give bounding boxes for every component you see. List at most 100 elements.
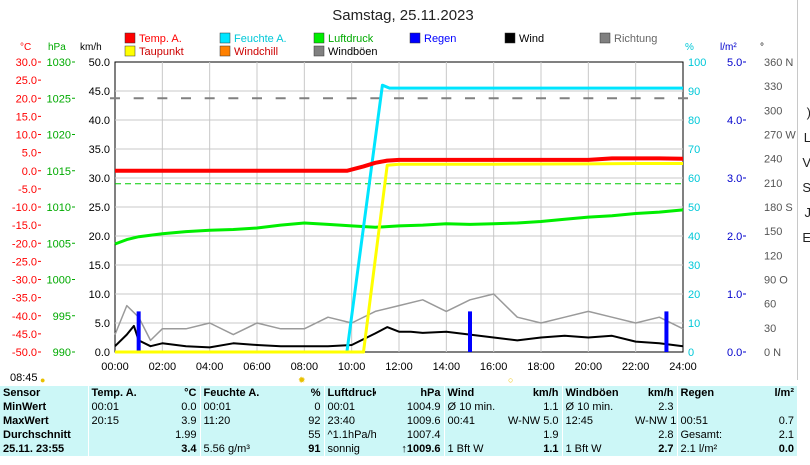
pressure-tick-label: 1005 bbox=[47, 238, 71, 250]
humidity-tick-label: 70 bbox=[688, 144, 700, 156]
x-tick-label: 06:00 bbox=[243, 361, 271, 370]
hum-min-time: 00:01 bbox=[199, 400, 262, 414]
wind-tick-label: 15.0 bbox=[89, 260, 110, 272]
temp-cur-note bbox=[87, 442, 138, 456]
direction-tick-label: 270 W bbox=[764, 130, 796, 142]
temp-tick-label: 25.0 bbox=[16, 75, 37, 87]
gust-header: Windböen bbox=[561, 386, 632, 400]
pressure-tick-label: 990 bbox=[53, 347, 71, 359]
wind-min-time: Ø 10 min. bbox=[443, 400, 502, 414]
wind-tick-label: 0.0 bbox=[95, 347, 110, 359]
press-max-time: 23:40 bbox=[323, 414, 376, 428]
x-tick-label: 10:00 bbox=[338, 361, 366, 370]
hum-cur-value: 91 bbox=[308, 443, 321, 455]
series-line-wind bbox=[114, 324, 684, 349]
legend-label: Luftdruck bbox=[328, 33, 374, 45]
edge-glyph: ) bbox=[807, 105, 810, 120]
wind-tick-label: 45.0 bbox=[89, 86, 110, 98]
direction-tick-label: 360 N bbox=[764, 57, 793, 69]
humidity-tick-label: 40 bbox=[688, 231, 700, 243]
legend-label: Taupunkt bbox=[139, 46, 184, 58]
forecast: sonnig bbox=[323, 442, 376, 456]
series-line-temp-a- bbox=[115, 156, 684, 173]
gust-bft: 1 Bft W bbox=[561, 442, 632, 456]
legend-swatch bbox=[313, 32, 325, 44]
legend-label: Wind bbox=[519, 33, 544, 45]
x-tick-label: 02:00 bbox=[149, 361, 177, 370]
x-tick-label: 14:00 bbox=[433, 361, 461, 370]
rain-bar bbox=[468, 311, 472, 352]
direction-tick-label: 120 bbox=[764, 250, 782, 262]
press-trend: ^1.1hPa/h bbox=[323, 428, 376, 442]
temp-tick-label: -5.0 bbox=[18, 184, 37, 196]
wind-max-time: 00:41 bbox=[443, 414, 502, 428]
gust-min-value: 2.3 bbox=[658, 401, 674, 413]
humidity-tick-label: 10 bbox=[688, 318, 700, 330]
direction-tick-label: 330 bbox=[764, 81, 782, 93]
x-tick-label: 16:00 bbox=[480, 361, 508, 370]
legend-swatch bbox=[124, 45, 136, 57]
direction-tick-label: 60 bbox=[764, 299, 776, 311]
pressure-tick-label: 995 bbox=[53, 311, 71, 323]
temp-max-value: 3.9 bbox=[181, 415, 197, 427]
series-line-windb-en bbox=[114, 293, 684, 342]
edge-glyph: V bbox=[802, 155, 810, 170]
right-panel-bottom bbox=[797, 386, 810, 465]
edge-glyph: L bbox=[803, 130, 810, 145]
wind-header: Wind bbox=[443, 386, 502, 400]
x-tick-label: 22:00 bbox=[622, 361, 650, 370]
temp-tick-label: 5.0 bbox=[22, 148, 37, 160]
humidity-unit: % bbox=[685, 42, 694, 53]
direction-tick-label: 300 bbox=[764, 105, 782, 117]
pressure-tick-label: 1015 bbox=[47, 166, 71, 178]
pressure-tick-label: 1000 bbox=[47, 275, 71, 287]
gust-max-value: W-NW 13.5 bbox=[635, 415, 677, 427]
press-avg-value: 1007.4 bbox=[406, 429, 441, 441]
rain-tick-label: 2.0 bbox=[727, 231, 742, 243]
temp-tick-label: 10.0 bbox=[16, 130, 37, 142]
pressure-unit: hPa bbox=[48, 42, 66, 53]
row-label: MaxWert bbox=[3, 415, 49, 427]
chart-title: Samstag, 25.11.2023 bbox=[332, 7, 474, 24]
wind-tick-label: 30.0 bbox=[89, 173, 110, 185]
direction-tick-label: 90 O bbox=[764, 275, 788, 287]
temp-unit: °C bbox=[20, 42, 31, 53]
hum-max-value: 92 bbox=[308, 415, 321, 427]
hum-avg-value: 55 bbox=[308, 429, 321, 441]
humidity-tick-label: 60 bbox=[688, 173, 700, 185]
stats-header-row: Sensor Temp. A. °C Feuchte A. % Luftdruc… bbox=[0, 386, 797, 400]
press-min-time: 00:01 bbox=[323, 400, 376, 414]
gust-max-time: 12:45 bbox=[561, 414, 632, 428]
temp-tick-label: -50.0 bbox=[12, 347, 37, 359]
direction-tick-label: 30 bbox=[764, 323, 776, 335]
temp-max-time: 20:15 bbox=[87, 414, 138, 428]
x-tick-label: 00:00 bbox=[101, 361, 129, 370]
gust-avg-note bbox=[561, 428, 632, 442]
direction-tick-label: 150 bbox=[764, 226, 782, 238]
wind-tick-label: 50.0 bbox=[89, 57, 110, 69]
legend-label: Feuchte A. bbox=[234, 33, 287, 45]
temp-tick-label: -40.0 bbox=[12, 311, 37, 323]
sensor-header: Sensor bbox=[3, 387, 41, 399]
rain-unit: l/m² bbox=[720, 42, 737, 53]
stats-row-min: MinWert 00:01 0.0 00:01 0 00:01 1004.9 Ø… bbox=[0, 400, 797, 414]
press-cur-value: ↑1009.6 bbox=[401, 443, 441, 455]
rain-min-time bbox=[676, 400, 737, 414]
hum-max-time: 11:20 bbox=[199, 414, 262, 428]
edge-glyph: J bbox=[804, 205, 810, 220]
wind-min-value: 1.1 bbox=[543, 401, 559, 413]
wind-tick-label: 25.0 bbox=[89, 202, 110, 214]
temp-avg-note bbox=[87, 428, 138, 442]
temp-tick-label: -35.0 bbox=[12, 293, 37, 305]
stats-row-max: MaxWert 20:15 3.9 11:20 92 23:40 1009.6 … bbox=[0, 414, 797, 428]
rain-bar bbox=[136, 311, 141, 352]
stats-row-avg: Durchschnitt 1.99 55 ^1.1hPa/h 1007.4 1.… bbox=[0, 428, 797, 442]
wind-unit-header: km/h bbox=[532, 387, 559, 399]
axis-units: °C hPa km/h % l/m² ° bbox=[20, 42, 764, 53]
edge-glyph: S bbox=[802, 180, 810, 195]
humidity-tick-label: 90 bbox=[688, 86, 700, 98]
hum-min-value: 0 bbox=[314, 401, 321, 413]
time-bar bbox=[0, 370, 797, 386]
temp-tick-label: -15.0 bbox=[12, 220, 37, 232]
temp-avg-value: 1.99 bbox=[175, 429, 197, 441]
